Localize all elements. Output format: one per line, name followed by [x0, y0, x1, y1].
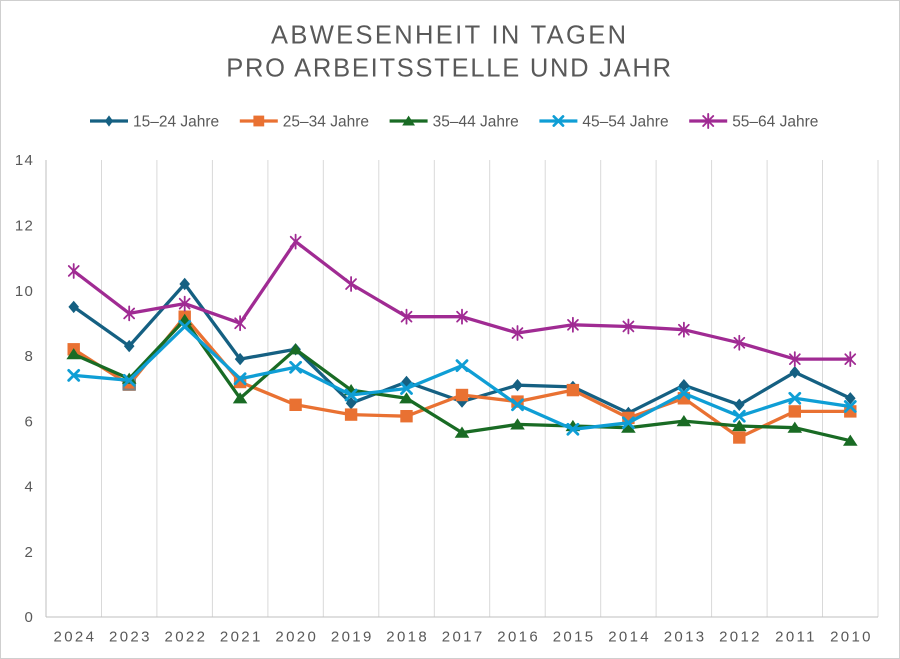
svg-text:8: 8 — [24, 348, 34, 365]
svg-text:2010: 2010 — [830, 629, 873, 646]
svg-text:2019: 2019 — [331, 629, 374, 646]
svg-text:2015: 2015 — [553, 629, 596, 646]
svg-text:2021: 2021 — [220, 629, 263, 646]
svg-text:2022: 2022 — [165, 629, 208, 646]
svg-text:2014: 2014 — [608, 629, 651, 646]
svg-text:10: 10 — [15, 283, 34, 300]
svg-text:2018: 2018 — [386, 629, 429, 646]
svg-text:2016: 2016 — [497, 629, 540, 646]
svg-text:2024: 2024 — [54, 629, 97, 646]
svg-text:35–44 Jahre: 35–44 Jahre — [433, 114, 519, 131]
svg-text:0: 0 — [24, 609, 34, 626]
svg-text:12: 12 — [15, 218, 34, 235]
svg-text:2013: 2013 — [664, 629, 707, 646]
svg-text:2012: 2012 — [719, 629, 762, 646]
svg-text:2020: 2020 — [275, 629, 318, 646]
svg-text:25–34 Jahre: 25–34 Jahre — [283, 114, 369, 131]
svg-text:PRO ARBEITSSTELLE UND JAHR: PRO ARBEITSSTELLE UND JAHR — [226, 55, 673, 83]
svg-text:2023: 2023 — [109, 629, 152, 646]
svg-text:2: 2 — [24, 544, 34, 561]
svg-text:ABWESENHEIT IN TAGEN: ABWESENHEIT IN TAGEN — [271, 22, 628, 50]
svg-text:2017: 2017 — [442, 629, 485, 646]
svg-text:2011: 2011 — [775, 629, 817, 646]
svg-text:15–24 Jahre: 15–24 Jahre — [133, 114, 219, 131]
svg-text:4: 4 — [24, 479, 34, 496]
svg-text:55–64 Jahre: 55–64 Jahre — [732, 114, 818, 131]
svg-text:6: 6 — [24, 413, 34, 430]
svg-text:14: 14 — [15, 152, 34, 169]
svg-text:45–54 Jahre: 45–54 Jahre — [582, 114, 668, 131]
